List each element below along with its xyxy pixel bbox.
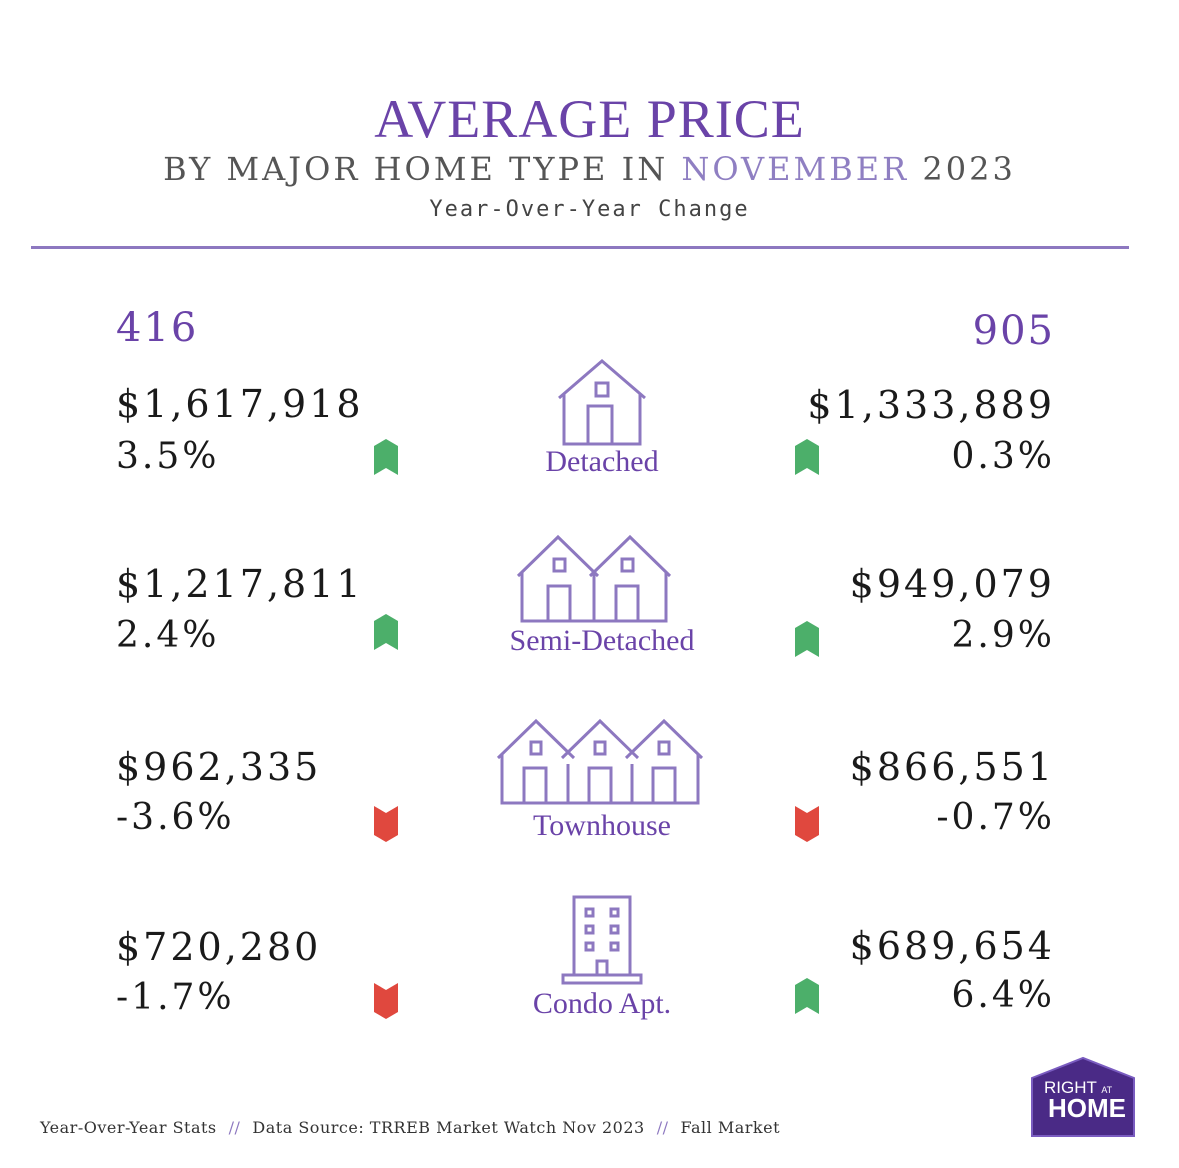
semi-detached-icon — [516, 534, 672, 623]
down-arrow-icon — [795, 806, 819, 842]
right-price-detached: $1,333,889 — [807, 383, 1055, 427]
type-label-condo: Condo Apt. — [532, 987, 672, 1020]
up-arrow-icon — [795, 621, 819, 657]
down-arrow-icon — [374, 983, 398, 1019]
left-change-condo: -1.7% — [116, 977, 235, 1018]
left-price-detached: $1,617,918 — [116, 382, 364, 426]
page-subtitle: BY MAJOR HOME TYPE IN NOVEMBER 2023 — [0, 150, 1179, 188]
footer-separator: // — [656, 1118, 669, 1137]
down-arrow-icon — [374, 806, 398, 842]
up-arrow-icon — [795, 978, 819, 1014]
up-arrow-icon — [374, 439, 398, 475]
condo-building-icon — [561, 895, 643, 985]
left-change-townhouse: -3.6% — [116, 797, 235, 838]
divider — [31, 246, 1129, 249]
right-price-condo: $689,654 — [849, 924, 1055, 968]
region-left-label: 416 — [116, 305, 199, 351]
right-price-townhouse: $866,551 — [849, 745, 1055, 789]
logo-text-home: HOME — [1048, 1093, 1126, 1123]
up-arrow-icon — [374, 614, 398, 650]
logo-text-right: RIGHT AT — [1044, 1078, 1113, 1097]
page-title: AVERAGE PRICE — [374, 89, 805, 149]
type-label-detached: Detached — [545, 445, 659, 478]
left-price-townhouse: $962,335 — [116, 745, 322, 789]
right-change-townhouse: -0.7% — [936, 797, 1055, 838]
left-change-detached: 3.5% — [116, 436, 220, 477]
type-label-semi-detached: Semi-Detached — [509, 624, 695, 657]
right-change-semi-detached: 2.9% — [951, 615, 1055, 656]
right-change-detached: 0.3% — [951, 436, 1055, 477]
footer: Year-Over-Year Stats // Data Source: TRREB… — [40, 1118, 780, 1137]
footer-separator: // — [228, 1118, 241, 1137]
footer-item-stats: Year-Over-Year Stats — [40, 1118, 217, 1137]
subtitle-month: NOVEMBER — [681, 150, 910, 188]
house-icon — [558, 359, 646, 446]
left-price-semi-detached: $1,217,811 — [116, 562, 364, 606]
subtitle-year: 2023 — [909, 150, 1016, 188]
up-arrow-icon — [795, 439, 819, 475]
townhouse-icon — [496, 718, 704, 805]
right-change-condo: 6.4% — [951, 975, 1055, 1016]
tagline: Year-Over-Year Change — [429, 197, 750, 222]
type-label-townhouse: Townhouse — [533, 809, 671, 842]
footer-item-season: Fall Market — [680, 1118, 781, 1137]
footer-item-source: Data Source: TRREB Market Watch Nov 2023 — [252, 1118, 645, 1137]
left-change-semi-detached: 2.4% — [116, 615, 220, 656]
left-price-condo: $720,280 — [116, 925, 322, 969]
brand-logo — [1031, 1056, 1135, 1137]
subtitle-text: BY MAJOR HOME TYPE IN — [163, 150, 682, 188]
region-right-label: 905 — [972, 308, 1055, 354]
right-price-semi-detached: $949,079 — [849, 562, 1055, 606]
